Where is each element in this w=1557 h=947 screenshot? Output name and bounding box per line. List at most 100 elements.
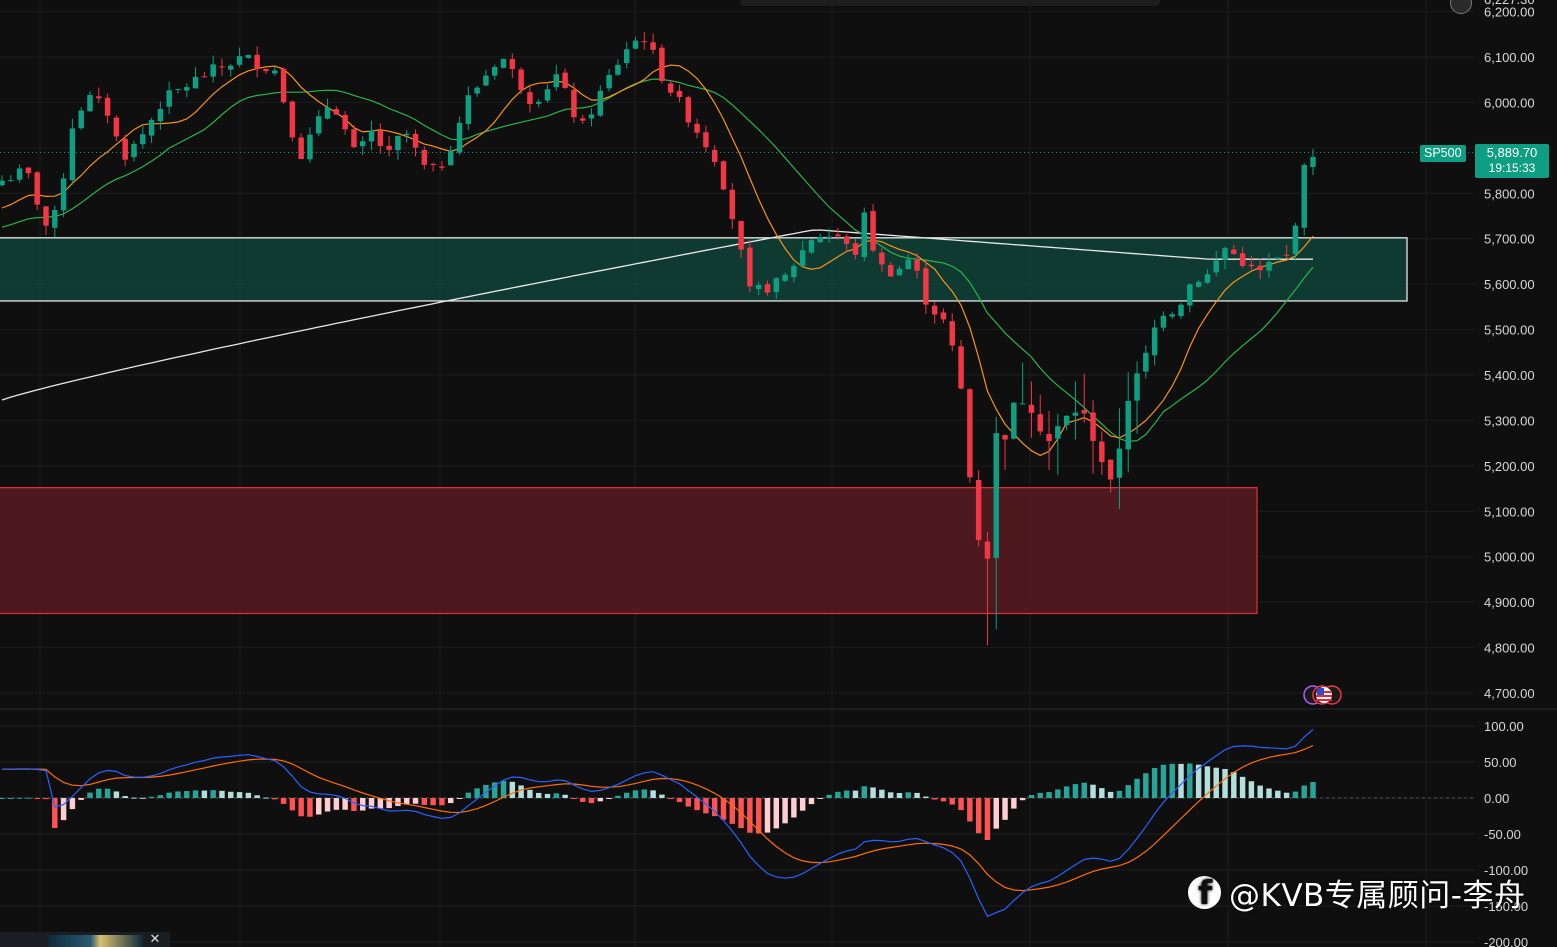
candle (289, 100, 296, 142)
symbol-label: SP500 (1420, 145, 1466, 162)
candle (1292, 222, 1299, 261)
macd-bar (1134, 778, 1140, 798)
candle (360, 136, 366, 156)
macd-bar (439, 798, 445, 806)
macd-bar (1090, 784, 1096, 798)
macd-bar (835, 791, 841, 798)
candle-body (808, 240, 815, 253)
candle (60, 172, 67, 218)
candle (0, 175, 5, 187)
macd-bar (263, 797, 269, 799)
candle-body (368, 130, 375, 142)
macd-line (2, 729, 1314, 918)
candle-body (1072, 412, 1079, 416)
candle-body (87, 94, 93, 112)
macd-bar (685, 798, 692, 807)
candle-body (34, 172, 40, 205)
macd-bar (96, 788, 102, 798)
candle-body (1090, 412, 1096, 441)
macd-bar (1283, 792, 1290, 798)
candle (140, 125, 146, 149)
candle-body (773, 278, 780, 293)
macd-bar (236, 792, 243, 798)
candle-body (113, 117, 120, 137)
candle (1019, 362, 1026, 405)
macd-bar (641, 789, 648, 798)
candle (166, 81, 172, 115)
macd-bar (87, 792, 93, 798)
candle (826, 228, 832, 243)
candle (579, 114, 586, 124)
macd-bar (1195, 764, 1202, 798)
top-handle[interactable] (740, 0, 1160, 6)
candle-body (1055, 426, 1061, 439)
macd-bar (148, 796, 155, 798)
macd-bar (272, 798, 278, 800)
candle-body (1169, 314, 1175, 317)
candle-body (184, 87, 190, 91)
candle-body (289, 101, 296, 138)
price-tick-label: 6,227.30 (1484, 0, 1535, 7)
price-tick-label: 5,200.00 (1484, 459, 1535, 474)
candle (984, 532, 991, 646)
macd-bar (843, 790, 850, 798)
macd-bar (1072, 784, 1079, 798)
candle-body (1248, 264, 1255, 267)
macd-bar (1160, 764, 1167, 798)
candle (729, 183, 736, 229)
macd-bar (1011, 798, 1017, 809)
candle (210, 55, 216, 83)
candle-body (1204, 274, 1211, 283)
macd-bar (659, 794, 665, 798)
candle (738, 220, 744, 258)
candle (870, 204, 876, 253)
candle-body (1257, 265, 1263, 271)
event-flag-icon[interactable] (1302, 684, 1346, 706)
macd-bar (78, 798, 84, 800)
candle-body (131, 143, 137, 158)
candle-body (553, 74, 560, 88)
macd-bar (474, 788, 480, 798)
candle-body (280, 68, 287, 103)
candle (201, 71, 208, 78)
candle (333, 106, 340, 115)
macd-bar (184, 791, 190, 798)
candle (87, 91, 93, 113)
candle (659, 44, 665, 84)
candle (1213, 251, 1219, 277)
candle (1046, 410, 1052, 471)
close-icon[interactable]: ✕ (149, 932, 161, 947)
candle (456, 116, 463, 155)
candle-body (1116, 448, 1123, 478)
candle (1134, 361, 1140, 434)
candle-body (474, 87, 480, 94)
macd-bar (791, 798, 797, 818)
candle (518, 67, 524, 94)
macd-bar (711, 798, 718, 817)
macd-bar (104, 788, 111, 798)
macd-bar (1125, 785, 1131, 798)
candle (1081, 373, 1087, 423)
macd-bar (975, 798, 982, 834)
candle-body (1134, 373, 1140, 401)
candle (1072, 381, 1079, 440)
macd-bar (518, 785, 524, 798)
candle (703, 125, 709, 153)
candle (571, 82, 577, 124)
macd-bar (0, 798, 5, 799)
candle-body (201, 76, 208, 78)
candle (342, 111, 348, 135)
macd-bar (140, 797, 146, 799)
candle-body (245, 54, 252, 58)
candle-body (544, 89, 551, 101)
candle (1143, 345, 1149, 379)
macd-bar (1107, 791, 1114, 798)
macd-bar (368, 798, 375, 809)
candle (975, 470, 982, 547)
candle-body (1028, 404, 1035, 413)
price-tick-label: 4,800.00 (1484, 641, 1535, 656)
candle-body (395, 136, 401, 151)
macd-bar (298, 798, 304, 817)
candle-body (342, 114, 348, 130)
